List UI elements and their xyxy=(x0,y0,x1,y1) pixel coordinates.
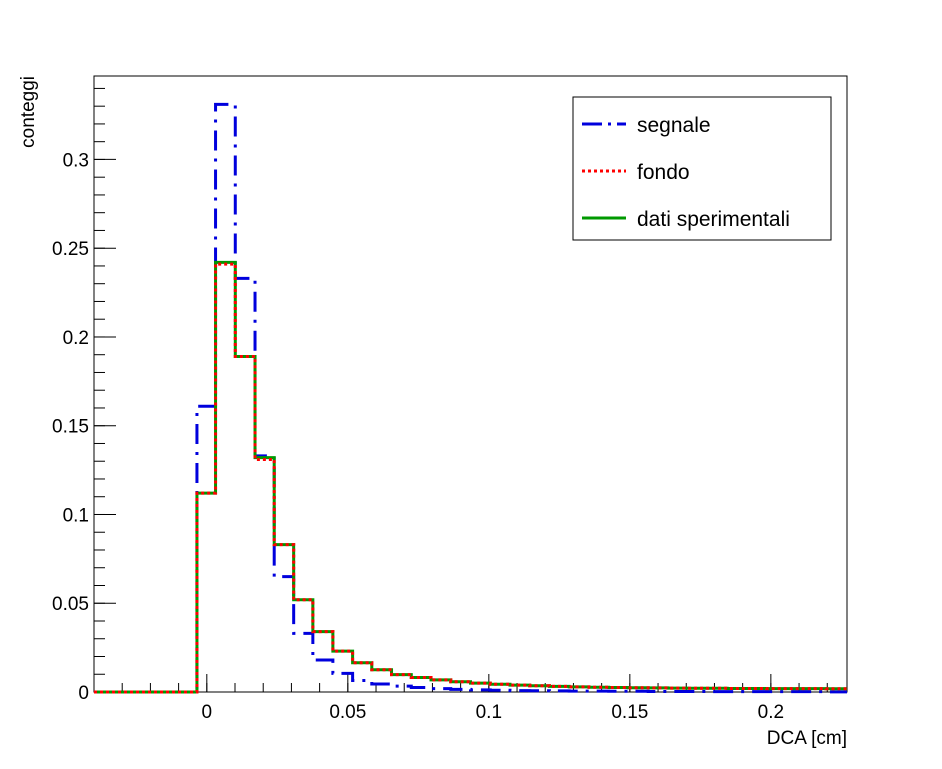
legend-box xyxy=(572,96,832,241)
legend-label-0: segnale xyxy=(637,114,711,137)
legend: segnale fondo dati sperimentali xyxy=(572,96,832,241)
x-tick-label: 0.15 xyxy=(611,702,648,723)
series-layer xyxy=(94,102,847,694)
y-axis: 0 0.05 0.1 0.15 0.2 0.25 0.3 xyxy=(52,87,116,704)
x-tick-label: 0.2 xyxy=(758,702,784,723)
y-tick-label: 0.3 xyxy=(63,150,89,171)
x-tick-label: 0.05 xyxy=(329,702,366,723)
legend-label-1: fondo xyxy=(637,161,690,184)
y-tick-label: 0.05 xyxy=(52,594,89,615)
y-tick-label: 0.15 xyxy=(52,417,89,438)
legend-label-2: dati sperimentali xyxy=(637,208,790,231)
plot-frame xyxy=(93,75,848,693)
y-tick-label: 0 xyxy=(78,683,89,704)
x-tick-label: 0 xyxy=(202,702,213,723)
x-axis-title: DCA [cm] xyxy=(767,728,847,749)
y-tick-label: 0.1 xyxy=(63,505,89,526)
y-tick-label: 0.25 xyxy=(52,239,89,260)
y-axis-title: conteggi xyxy=(18,76,39,148)
series-line-1 xyxy=(94,262,847,694)
y-tick-label: 0.2 xyxy=(63,328,89,349)
x-tick-label: 0.1 xyxy=(476,702,502,723)
